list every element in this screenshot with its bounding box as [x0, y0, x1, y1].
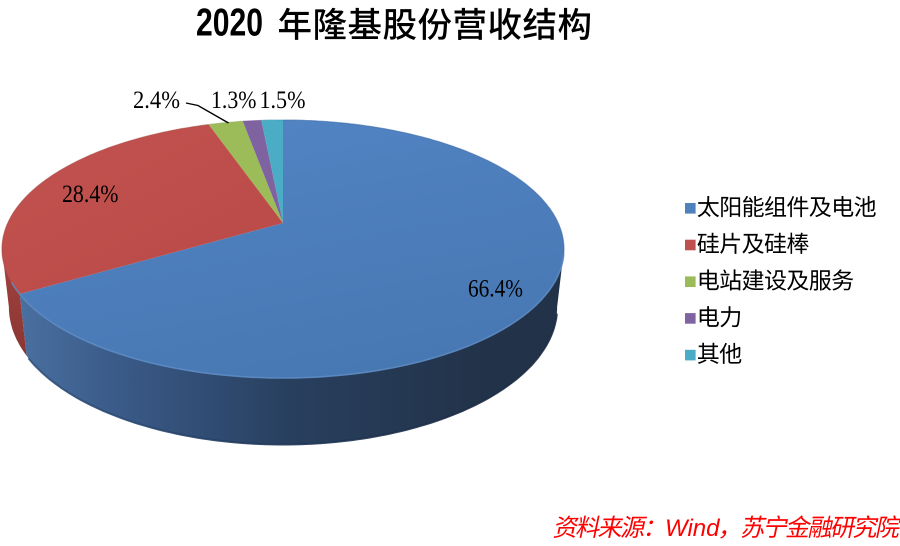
svg-text:2020: 2020	[196, 2, 263, 45]
svg-text:66.4%: 66.4%	[468, 276, 523, 303]
svg-text:1.3%: 1.3%	[211, 87, 257, 114]
svg-text:1.5%: 1.5%	[260, 87, 306, 114]
svg-text:28.4%: 28.4%	[62, 181, 119, 208]
svg-text:2.4%: 2.4%	[133, 87, 180, 114]
svg-text:Wind: Wind	[665, 515, 720, 542]
